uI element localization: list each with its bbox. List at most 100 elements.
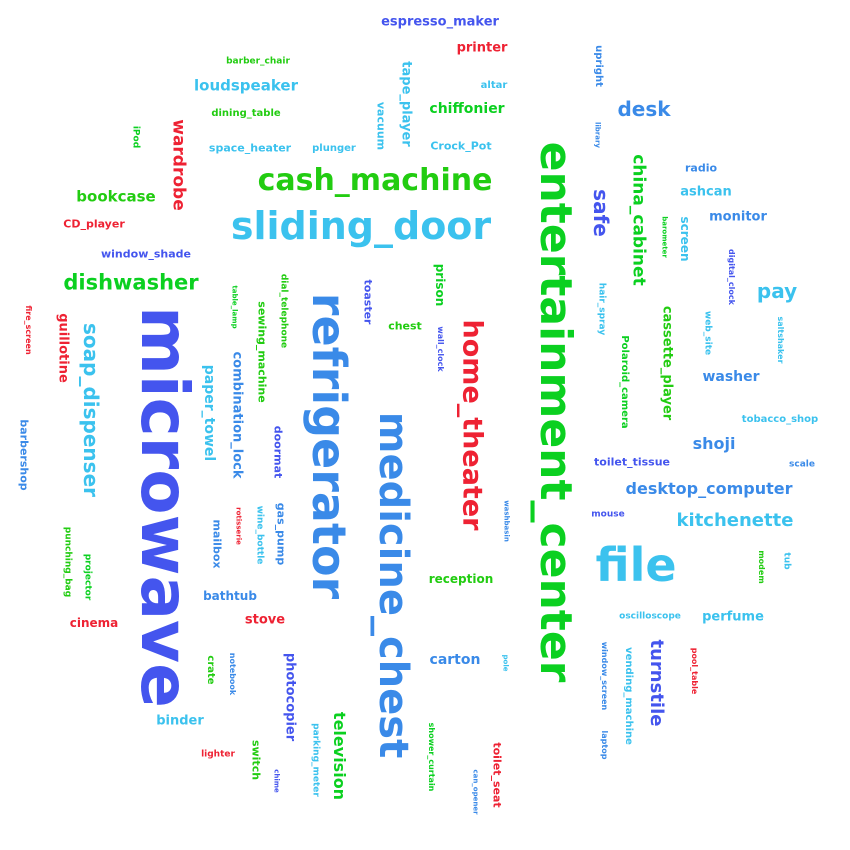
cloud-word: toilet_tissue [594,455,670,469]
cloud-word: punching_bag [62,526,73,598]
cloud-word: wine_bottle [254,505,265,565]
cloud-word: dishwasher [63,270,199,295]
cloud-word: television [330,711,349,801]
cloud-word: stove [244,612,286,628]
cloud-word: dining_table [211,108,281,119]
cloud-word: fire_screen [24,305,33,355]
cloud-word: bookcase [76,187,156,206]
cloud-word: prison [433,263,447,307]
cloud-word: sewing_machine [255,301,269,403]
cloud-word: file [595,538,677,592]
cloud-word: carton [429,652,481,668]
cloud-word: pool_table [690,647,699,695]
cloud-word: can_opener [471,769,480,815]
cloud-word: vacuum [374,101,388,151]
cloud-word: reception [428,572,494,586]
cloud-word: cassette_player [659,305,675,421]
cloud-word: chiffonier [429,101,505,117]
cloud-word: cash_machine [257,163,493,198]
cloud-word: digital_clock [727,249,736,305]
cloud-word: Polaroid_camera [619,335,630,429]
cloud-word: barber_chair [226,56,290,67]
cloud-word: screen [678,216,692,262]
cloud-word: perfume [702,609,764,625]
cloud-word: scale [789,459,815,470]
cloud-word: switch [249,739,263,781]
cloud-word: combination_lock [229,351,245,479]
cloud-word: microwave [126,306,203,708]
cloud-word: washbasin [502,500,511,542]
cloud-word: window_shade [101,247,191,261]
cloud-word: photocopier [282,652,298,742]
cloud-word: saltshaker [776,316,785,364]
cloud-word: hair_spray [596,282,607,336]
cloud-word: wardrobe [168,119,189,211]
cloud-word: paper_towel [201,364,217,462]
cloud-word: rotisserie [234,507,243,545]
cloud-word: soap_dispenser [79,323,103,497]
cloud-word: parking_meter [310,723,321,797]
cloud-word: mouse [591,509,625,520]
cloud-word: turnstile [646,639,667,727]
cloud-word: chest [388,319,422,333]
cloud-word: iPod [130,125,141,149]
cloud-word: modem [757,550,766,584]
cloud-word: bathtub [203,589,257,603]
cloud-word: lighter [201,749,235,760]
cloud-word: medicine_chest [370,411,416,759]
cloud-word: doormat [271,425,285,479]
cloud-word: monitor [709,209,767,225]
cloud-word: kitchenette [676,510,794,531]
cloud-word: printer [456,40,508,56]
cloud-word: guillotine [55,313,71,383]
cloud-word: desk [617,97,671,121]
cloud-word: mailbox [210,519,224,569]
cloud-word: toaster [361,279,375,325]
cloud-word: vending_machine [623,647,634,745]
cloud-word: notebook [228,652,237,696]
cloud-word: crate [205,655,216,685]
cloud-word: cinema [69,616,119,630]
cloud-word: tape_player [398,61,414,147]
cloud-word: loudspeaker [194,76,298,95]
cloud-word: wall_clock [436,326,445,372]
cloud-word: tobacco_shop [741,414,819,425]
cloud-word: entertainment_center [530,141,581,683]
cloud-word: radio [684,161,718,175]
cloud-word: pay [756,279,798,303]
cloud-word: dial_telephone [278,273,289,349]
cloud-word: toilet_seat [490,742,504,808]
cloud-word: home_theater [456,319,488,531]
cloud-word: binder [156,713,204,729]
cloud-word: table_lamp [230,285,239,329]
cloud-word: shower_curtain [427,722,436,792]
cloud-word: barometer [660,216,669,258]
cloud-word: window_screen [600,641,609,711]
cloud-word: ashcan [680,184,732,200]
cloud-word: Crock_Pot [430,139,492,153]
cloud-word: refrigerator [302,292,356,600]
cloud-word: desktop_computer [625,479,793,498]
cloud-word: CD_player [63,217,125,231]
cloud-word: space_heater [208,141,292,155]
cloud-word: library [593,121,602,149]
cloud-word: tub [781,552,792,570]
cloud-word: pole [501,654,510,672]
cloud-word: altar [480,80,508,91]
cloud-word: chime [272,769,281,793]
cloud-word: laptop [600,730,609,760]
cloud-word: projector [82,553,93,601]
cloud-word: espresso_maker [381,14,499,30]
cloud-word: gas_pump [274,502,288,566]
cloud-word: china_cabinet [628,154,649,286]
cloud-word: washer [702,369,760,385]
cloud-word: upright [593,45,604,87]
cloud-word: shoji [692,434,736,453]
cloud-word: oscilloscope [619,611,681,622]
cloud-word: plunger [312,143,356,154]
cloud-word: barbershop [17,419,31,491]
cloud-word: web_site [702,310,713,356]
cloud-word: safe [589,189,613,237]
cloud-word: sliding_door [230,204,492,248]
